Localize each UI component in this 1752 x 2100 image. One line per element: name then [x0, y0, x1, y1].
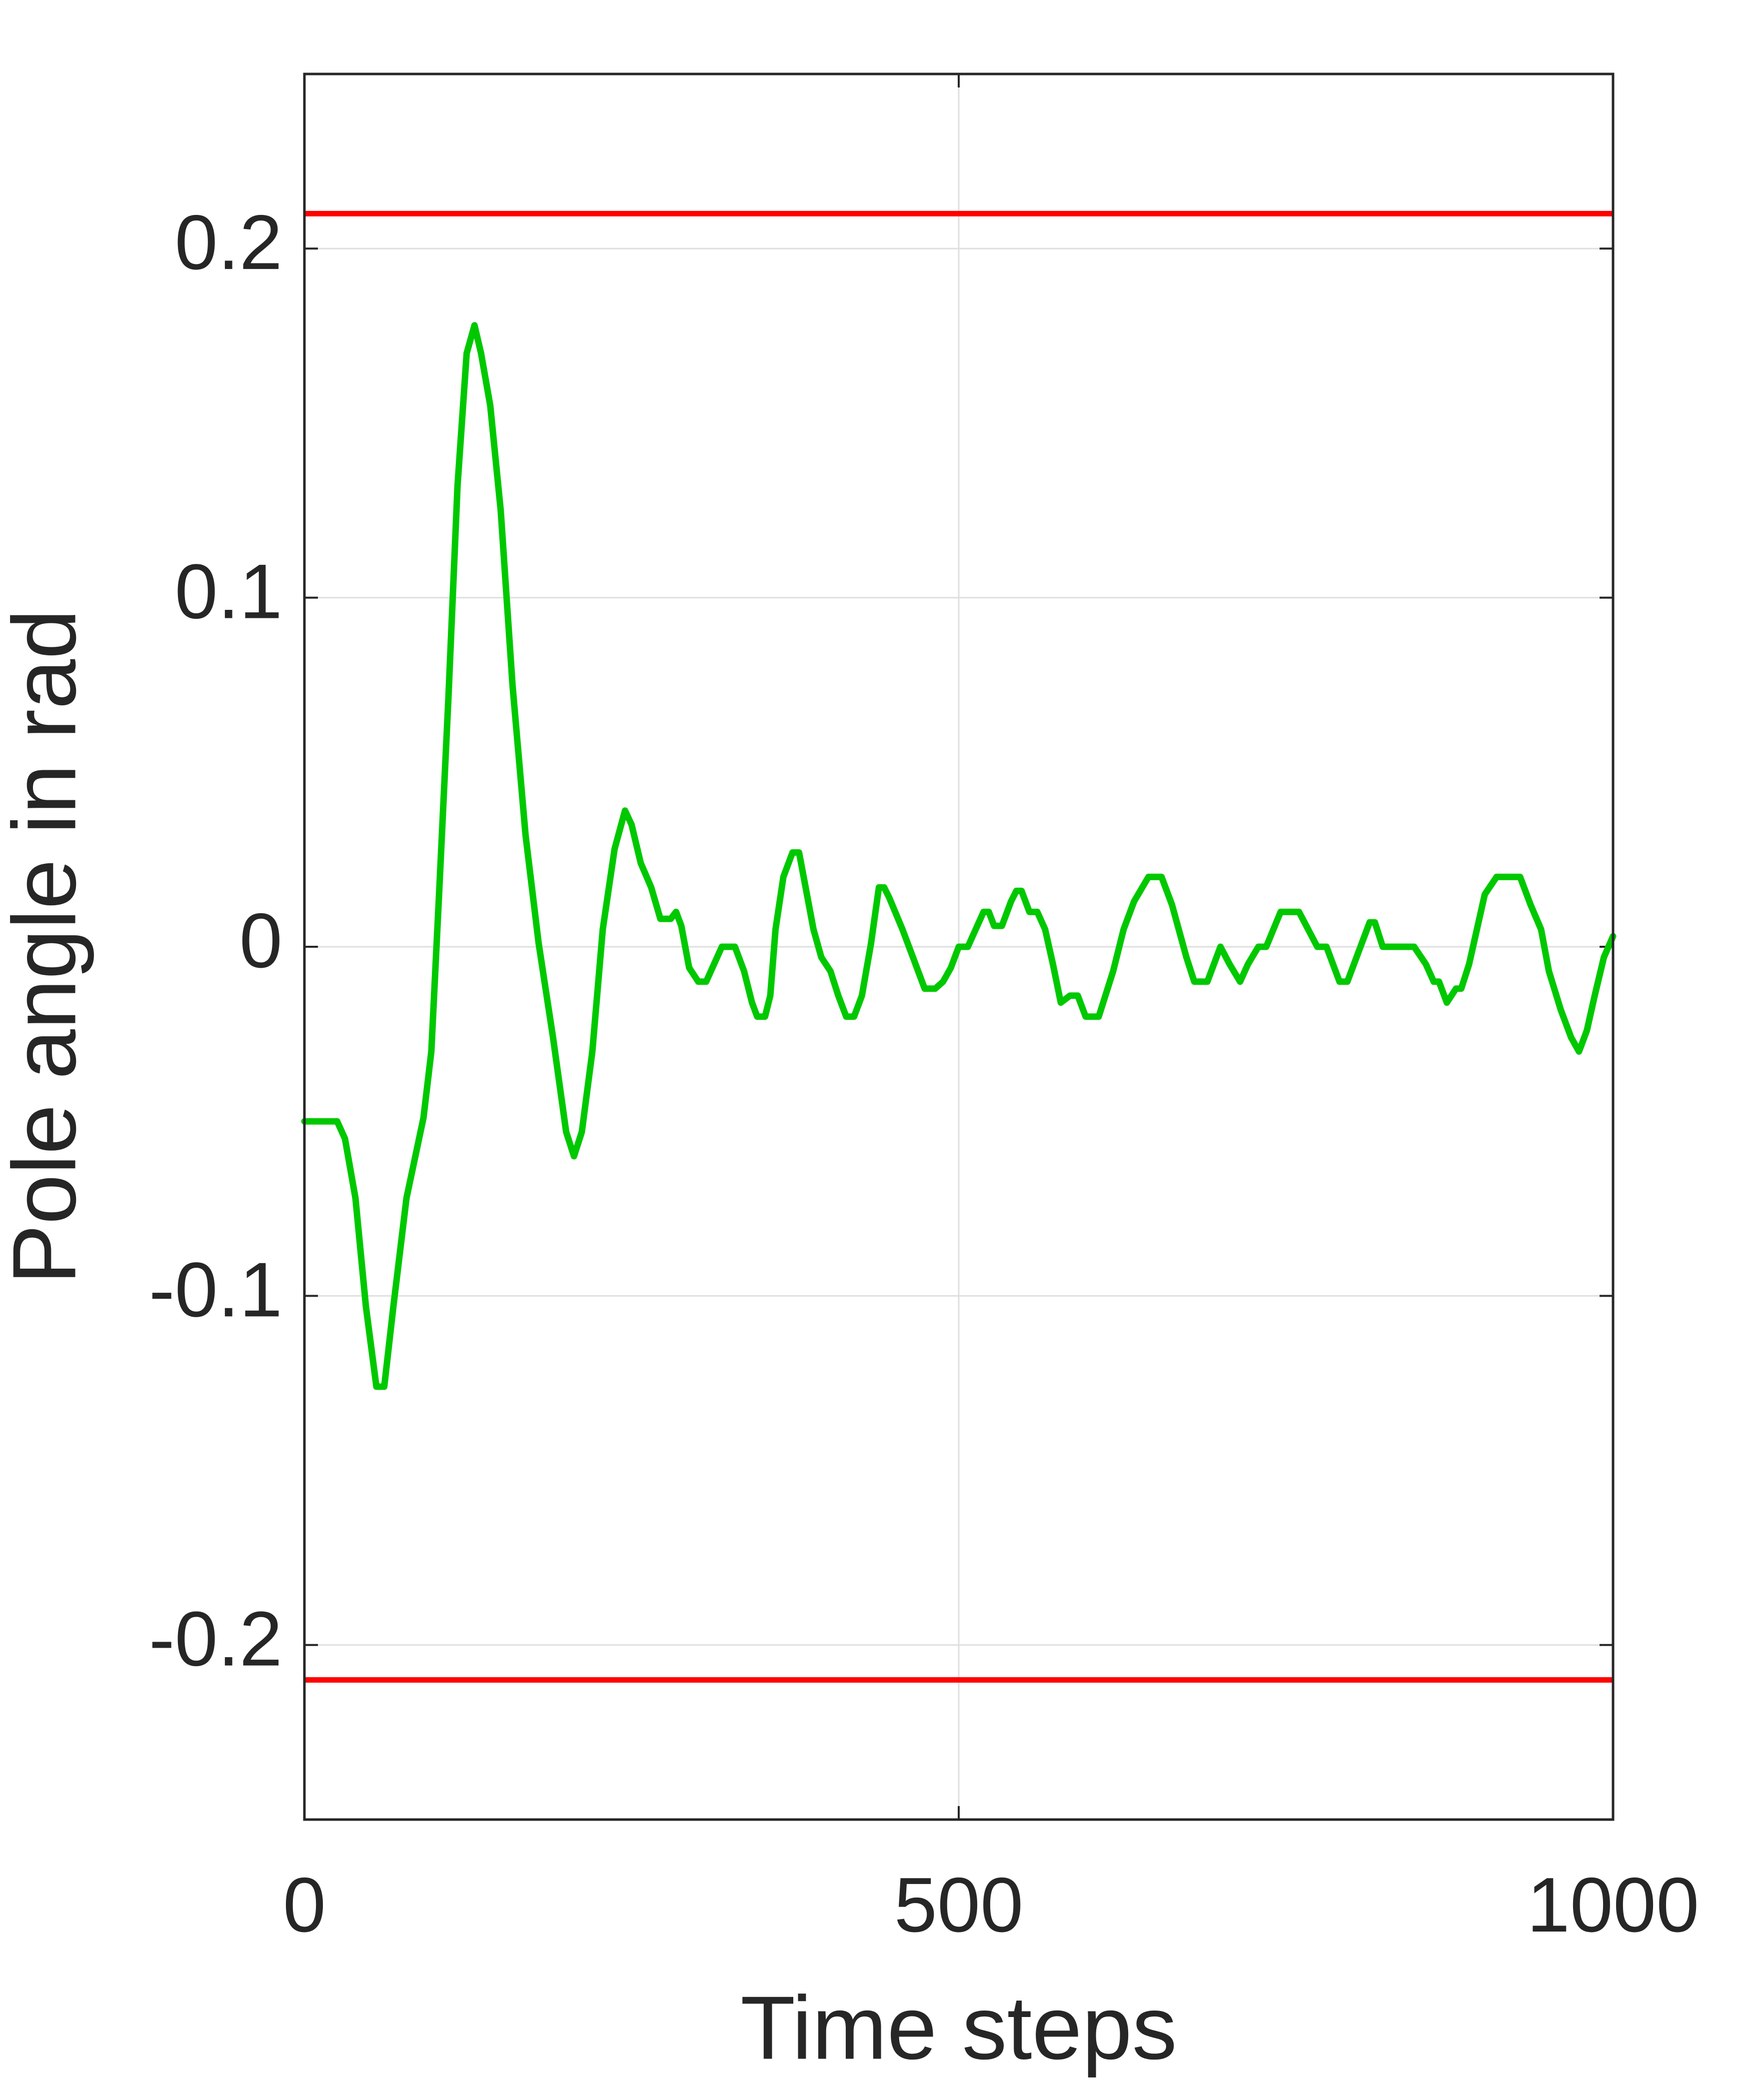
y-tick-label: 0.2 — [175, 199, 282, 285]
x-tick-label: 0 — [283, 1862, 326, 1948]
data-line — [301, 322, 1617, 1390]
y-tick-label: -0.1 — [149, 1246, 282, 1333]
y-tick-label: -0.2 — [149, 1596, 282, 1682]
x-tick-label: 500 — [894, 1862, 1024, 1948]
x-tick-label: 1000 — [1527, 1862, 1700, 1948]
y-axis-label: Pole angle in rad — [0, 609, 95, 1285]
y-tick-label: 0 — [239, 897, 282, 984]
x-axis-label: Time steps — [740, 1978, 1177, 2079]
y-tick-label: 0.1 — [175, 548, 282, 635]
plot-frame — [303, 72, 1615, 1821]
